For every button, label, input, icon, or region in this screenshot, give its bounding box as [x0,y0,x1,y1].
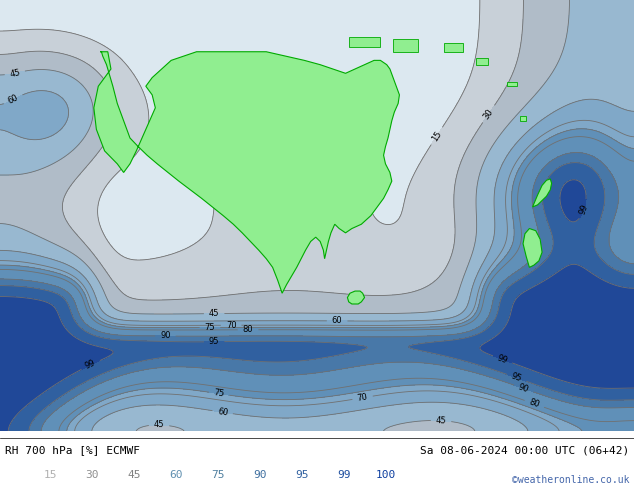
Text: 90: 90 [253,470,267,480]
Text: 75: 75 [213,389,225,399]
Text: 60: 60 [6,93,20,106]
Polygon shape [523,228,542,268]
Text: 45: 45 [436,416,446,425]
Text: 99: 99 [337,470,351,480]
Text: 15: 15 [430,129,443,143]
Text: 99: 99 [84,359,98,371]
Text: 75: 75 [205,323,216,332]
Polygon shape [347,291,365,304]
Text: 90: 90 [517,383,530,394]
Text: 30: 30 [482,107,495,121]
Bar [393,39,418,52]
Text: 80: 80 [528,398,541,410]
Text: 99: 99 [496,353,509,366]
Bar [520,117,526,121]
Text: 15: 15 [43,470,57,480]
Text: 75: 75 [211,470,224,480]
Text: 100: 100 [376,470,396,480]
Text: 70: 70 [356,392,368,403]
Bar [507,82,517,86]
Polygon shape [533,179,552,207]
Text: 70: 70 [226,321,236,330]
Text: 45: 45 [9,68,21,78]
Text: 95: 95 [295,470,309,480]
Text: 45: 45 [209,309,219,318]
Polygon shape [94,52,399,293]
Text: 99: 99 [578,203,590,216]
Bar [476,58,488,65]
Text: 60: 60 [217,407,229,417]
Text: RH 700 hPa [%] ECMWF: RH 700 hPa [%] ECMWF [5,445,140,455]
Text: ©weatheronline.co.uk: ©weatheronline.co.uk [512,475,629,485]
Text: 80: 80 [243,325,254,334]
Bar [444,43,463,52]
Text: 45: 45 [153,420,164,430]
Text: 95: 95 [209,337,219,346]
Text: 60: 60 [332,317,342,325]
Text: 45: 45 [127,470,141,480]
Text: 60: 60 [169,470,183,480]
Text: 95: 95 [510,372,523,384]
Text: 90: 90 [160,332,171,341]
Text: Sa 08-06-2024 00:00 UTC (06+42): Sa 08-06-2024 00:00 UTC (06+42) [420,445,629,455]
Text: 30: 30 [85,470,99,480]
Bar [349,37,380,48]
